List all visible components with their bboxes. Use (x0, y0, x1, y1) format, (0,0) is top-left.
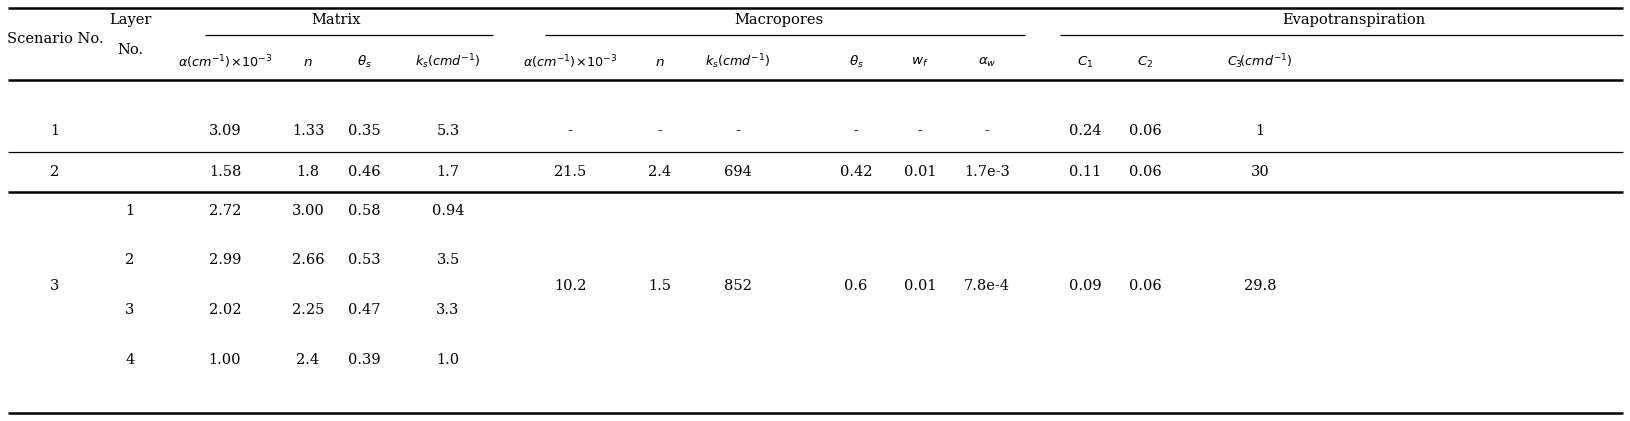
Text: -: - (567, 124, 572, 138)
Text: 2.4: 2.4 (297, 353, 319, 367)
Text: 21.5: 21.5 (554, 165, 585, 179)
Text: 2.99: 2.99 (209, 253, 241, 267)
Text: $\alpha(cm^{-1})\!\times\!10^{-3}$: $\alpha(cm^{-1})\!\times\!10^{-3}$ (523, 53, 616, 71)
Text: 0.11: 0.11 (1068, 165, 1100, 179)
Text: No.: No. (117, 43, 143, 57)
Text: 1.8: 1.8 (297, 165, 319, 179)
Text: 1.58: 1.58 (209, 165, 241, 179)
Text: 2.72: 2.72 (209, 204, 241, 218)
Text: -: - (918, 124, 923, 138)
Text: 7.8e-4: 7.8e-4 (963, 279, 1009, 293)
Text: -: - (985, 124, 989, 138)
Text: 0.06: 0.06 (1128, 165, 1161, 179)
Text: 10.2: 10.2 (554, 279, 585, 293)
Text: 2.4: 2.4 (649, 165, 672, 179)
Text: 3: 3 (126, 303, 135, 317)
Text: 29.8: 29.8 (1244, 279, 1275, 293)
Text: 2.02: 2.02 (209, 303, 241, 317)
Text: 1.7: 1.7 (437, 165, 460, 179)
Text: $\alpha_w$: $\alpha_w$ (976, 56, 996, 69)
Text: 3.00: 3.00 (292, 204, 324, 218)
Text: 2.66: 2.66 (292, 253, 324, 267)
Text: $n$: $n$ (655, 56, 665, 69)
Text: 1.5: 1.5 (649, 279, 672, 293)
Text: -: - (657, 124, 662, 138)
Text: 3.5: 3.5 (437, 253, 460, 267)
Text: 0.94: 0.94 (432, 204, 465, 218)
Text: $C_2$: $C_2$ (1136, 54, 1152, 69)
Text: 1: 1 (51, 124, 60, 138)
Text: 0.46: 0.46 (347, 165, 380, 179)
Text: Scenario No.: Scenario No. (7, 32, 103, 46)
Text: 0.06: 0.06 (1128, 124, 1161, 138)
Text: $C_3\!\left(cmd^{-1}\right)$: $C_3\!\left(cmd^{-1}\right)$ (1226, 53, 1293, 71)
Text: Layer: Layer (109, 13, 152, 27)
Text: 4: 4 (126, 353, 135, 367)
Text: 1.0: 1.0 (437, 353, 460, 367)
Text: 0.6: 0.6 (844, 279, 867, 293)
Text: -: - (852, 124, 857, 138)
Text: 0.35: 0.35 (347, 124, 380, 138)
Text: 5.3: 5.3 (437, 124, 460, 138)
Text: $k_s(cmd^{-1})$: $k_s(cmd^{-1})$ (416, 53, 481, 71)
Text: $k_s(cmd^{-1})$: $k_s(cmd^{-1})$ (704, 53, 769, 71)
Text: 852: 852 (724, 279, 751, 293)
Text: 1: 1 (126, 204, 135, 218)
Text: 1.00: 1.00 (209, 353, 241, 367)
Text: Matrix: Matrix (311, 13, 360, 27)
Text: 0.01: 0.01 (903, 165, 936, 179)
Text: 3.09: 3.09 (209, 124, 241, 138)
Text: 0.47: 0.47 (347, 303, 380, 317)
Text: 1.33: 1.33 (292, 124, 324, 138)
Text: $\theta_s$: $\theta_s$ (357, 54, 372, 70)
Text: 0.53: 0.53 (347, 253, 380, 267)
Text: 0.58: 0.58 (347, 204, 380, 218)
Text: 30: 30 (1250, 165, 1268, 179)
Text: 1: 1 (1255, 124, 1263, 138)
Text: 1.7e-3: 1.7e-3 (963, 165, 1009, 179)
Text: Evapotranspiration: Evapotranspiration (1281, 13, 1425, 27)
Text: 3.3: 3.3 (437, 303, 460, 317)
Text: 0.06: 0.06 (1128, 279, 1161, 293)
Text: 3: 3 (51, 279, 60, 293)
Text: 0.39: 0.39 (347, 353, 380, 367)
Text: 2.25: 2.25 (292, 303, 324, 317)
Text: $C_1$: $C_1$ (1076, 54, 1092, 69)
Text: $w_f$: $w_f$ (911, 56, 927, 69)
Text: 0.09: 0.09 (1068, 279, 1100, 293)
Text: 2: 2 (126, 253, 135, 267)
Text: $n$: $n$ (303, 56, 313, 69)
Text: 0.24: 0.24 (1068, 124, 1100, 138)
Text: 0.42: 0.42 (839, 165, 872, 179)
Text: $\alpha(cm^{-1})\!\times\!10^{-3}$: $\alpha(cm^{-1})\!\times\!10^{-3}$ (178, 53, 272, 71)
Text: 2: 2 (51, 165, 60, 179)
Text: 694: 694 (724, 165, 751, 179)
Text: -: - (735, 124, 740, 138)
Text: Macropores: Macropores (734, 13, 823, 27)
Text: $\theta_s$: $\theta_s$ (848, 54, 862, 70)
Text: 0.01: 0.01 (903, 279, 936, 293)
